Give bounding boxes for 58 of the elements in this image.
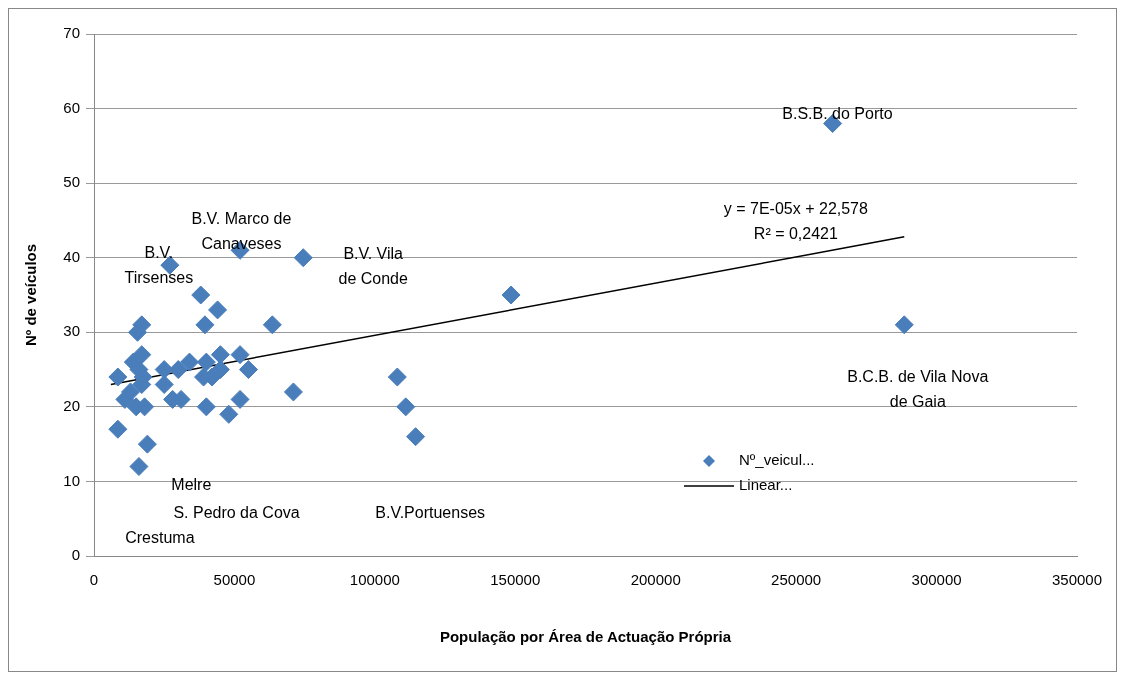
x-tick-label: 350000 bbox=[1051, 571, 1103, 589]
x-tick-label: 150000 bbox=[490, 571, 541, 589]
x-axis-title: População por Área de Actuação Própria bbox=[439, 628, 732, 646]
point bbox=[195, 315, 215, 335]
legend-label: Linear... bbox=[739, 476, 793, 494]
point bbox=[230, 389, 250, 409]
point bbox=[108, 367, 128, 387]
y-tick-label: 30 bbox=[63, 322, 80, 340]
annotation: B.S.B. do Porto bbox=[782, 104, 893, 122]
point bbox=[208, 300, 228, 320]
legend-label: Nº_veicul... bbox=[739, 451, 815, 469]
point bbox=[154, 374, 174, 394]
point bbox=[210, 345, 230, 365]
y-tick-label: 60 bbox=[63, 98, 80, 116]
annotation: B.V.Portuenses bbox=[375, 504, 486, 522]
annotation: B.V. Vila de Conde bbox=[338, 245, 408, 288]
x-tick-label: 200000 bbox=[630, 571, 681, 589]
annotation: B.C.B. de Vila Nova de Gaia bbox=[847, 368, 989, 411]
annotation: S. Pedro da Cova bbox=[173, 504, 300, 522]
point bbox=[894, 315, 914, 335]
point bbox=[238, 360, 258, 380]
x-tick-label: 100000 bbox=[349, 571, 400, 589]
y-tick-label: 20 bbox=[63, 397, 80, 414]
x-tick-label: 300000 bbox=[911, 571, 962, 589]
y-tick-label: 70 bbox=[63, 24, 80, 42]
point bbox=[219, 404, 239, 424]
point bbox=[406, 427, 426, 447]
point bbox=[396, 397, 416, 417]
x-tick-label: 50000 bbox=[213, 571, 256, 589]
point bbox=[121, 382, 141, 402]
point bbox=[137, 434, 157, 454]
y-tick-label: 10 bbox=[63, 471, 80, 489]
y-axis-title: Nº de veículos bbox=[22, 243, 40, 347]
point bbox=[501, 285, 521, 305]
annotation: y = 7E-05x + 22,578 R² = 0,2421 bbox=[723, 199, 869, 242]
point bbox=[191, 285, 211, 305]
point bbox=[293, 248, 313, 268]
annotation: Crestuma bbox=[125, 528, 195, 546]
annotation: B.V. Tirsenses bbox=[124, 243, 194, 286]
point bbox=[283, 382, 303, 402]
point bbox=[129, 457, 149, 477]
annotation: Melre bbox=[171, 476, 212, 494]
point bbox=[196, 352, 216, 372]
y-tick-label: 0 bbox=[71, 546, 80, 564]
point bbox=[387, 367, 407, 387]
annotation: B.V. Marco de Canaveses bbox=[191, 210, 292, 253]
point bbox=[262, 315, 282, 335]
x-tick-label: 250000 bbox=[771, 571, 822, 589]
point bbox=[179, 352, 199, 372]
y-tick-label: 50 bbox=[63, 173, 80, 191]
point bbox=[168, 360, 188, 380]
y-tick-label: 40 bbox=[63, 247, 80, 265]
x-tick-label: 0 bbox=[89, 571, 99, 589]
point bbox=[132, 345, 152, 365]
point bbox=[210, 360, 230, 380]
point bbox=[196, 397, 216, 417]
point bbox=[230, 345, 250, 365]
point bbox=[108, 419, 128, 439]
